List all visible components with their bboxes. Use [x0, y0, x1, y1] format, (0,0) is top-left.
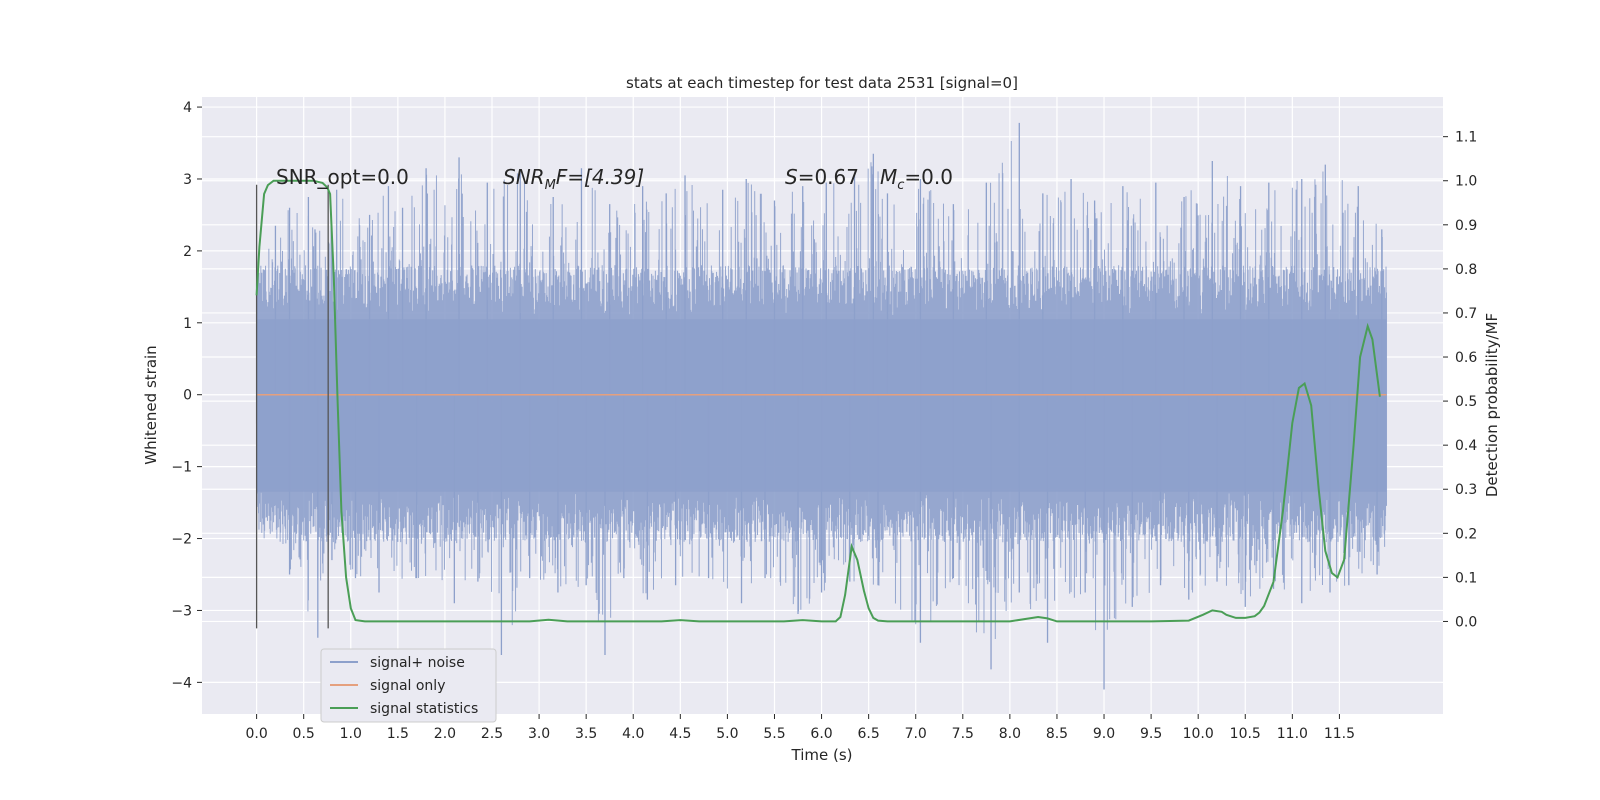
x-tick-label: 7.0 [905, 726, 927, 742]
legend-label-signal-noise: signal+ noise [370, 655, 465, 671]
x-tick-label: 4.0 [622, 726, 644, 742]
x-tick-label: 2.5 [481, 726, 503, 742]
y-tick-label: −3 [171, 603, 192, 619]
x-tick-label: 6.5 [858, 726, 880, 742]
x-tick-label: 11.5 [1324, 726, 1355, 742]
signal-statistics-line [255, 179, 1381, 623]
y-right-tick-label: 1.0 [1455, 174, 1477, 190]
x-tick-label: 10.0 [1183, 726, 1214, 742]
chart-title: stats at each timestep for test data 253… [626, 74, 1018, 92]
time-markers [255, 184, 329, 629]
x-tick-label: 10.5 [1230, 726, 1261, 742]
y-axis-label: Whitened strain [142, 345, 160, 464]
annotation-s-main: S [785, 165, 798, 189]
annotation-snr-mf-main: SNR [503, 165, 545, 189]
y-tick-label: −1 [171, 460, 192, 476]
y-right-tick-label: 0.6 [1455, 350, 1477, 366]
y-tick-label: 0 [183, 388, 192, 404]
x-axis-label: Time (s) [791, 746, 853, 764]
y-right-tick-label: 0.1 [1455, 570, 1477, 586]
annotation-snr-mf-sub: M [545, 178, 556, 193]
y-tick-label: 1 [183, 316, 192, 332]
legend: signal+ noise signal only signal statist… [320, 648, 497, 723]
annotation-snr-opt: SNR_opt=0.0 [276, 165, 409, 189]
y-tick-label: −4 [171, 675, 192, 691]
legend-label-signal-statistics: signal statistics [370, 701, 478, 717]
y-right-tick-label: 0.8 [1455, 262, 1477, 278]
y-right-tick-label: 0.2 [1455, 526, 1477, 542]
x-tick-label: 11.0 [1277, 726, 1308, 742]
y-right-tick-label: 0.0 [1455, 614, 1477, 630]
y-axis-ticks: 4 3 2 1 0 −1 −2 −3 −4 [171, 100, 202, 691]
y-right-tick-label: 0.3 [1455, 482, 1477, 498]
legend-box [320, 648, 497, 723]
x-tick-label: 9.0 [1093, 726, 1115, 742]
x-tick-label: 6.0 [810, 726, 832, 742]
x-axis-ticks: 0.0 0.5 1.0 1.5 2.0 2.5 3.0 3.5 4.0 4.5 5.0 5.5 6.0 6… [245, 714, 1355, 742]
x-tick-label: 1.0 [340, 726, 362, 742]
x-tick-label: 9.5 [1140, 726, 1162, 742]
x-tick-label: 0.5 [293, 726, 315, 742]
x-tick-label: 5.5 [763, 726, 785, 742]
annotation-mc-sub: c [897, 178, 904, 193]
legend-label-signal-only: signal only [370, 678, 445, 694]
series-signal-noise [255, 122, 1388, 690]
x-tick-label: 7.5 [952, 726, 974, 742]
y-tick-label: 2 [183, 244, 192, 260]
x-tick-label: 2.0 [434, 726, 456, 742]
annotation-mc: Mc=0.0 [880, 165, 953, 193]
x-tick-label: 3.0 [528, 726, 550, 742]
annotation-mc-rest: =0.0 [904, 165, 953, 189]
x-tick-label: 1.5 [387, 726, 409, 742]
annotation-mc-main: M [880, 165, 897, 189]
x-tick-label: 0.0 [245, 726, 267, 742]
series-signal-statistics [255, 179, 1381, 623]
annotation-snr-mf: SNRMF=[4.39] [503, 165, 644, 193]
y-tick-label: 3 [183, 172, 192, 188]
y-tick-label: −2 [171, 532, 192, 548]
annotation-s-rest: =0.67 [798, 165, 859, 189]
y-right-tick-label: 0.5 [1455, 394, 1477, 410]
x-tick-label: 8.5 [1046, 726, 1068, 742]
x-tick-label: 3.5 [575, 726, 597, 742]
y-right-tick-label: 0.7 [1455, 306, 1477, 322]
x-tick-label: 8.0 [999, 726, 1021, 742]
y-right-tick-label: 0.4 [1455, 438, 1477, 454]
y-right-axis-ticks: 1.1 1.0 0.9 0.8 0.7 0.6 0.5 0.4 0.3 0.2 0.1 0.0 [1443, 130, 1477, 630]
y-tick-label: 4 [183, 100, 192, 116]
x-tick-label: 4.5 [669, 726, 691, 742]
y-right-tick-label: 1.1 [1455, 130, 1477, 146]
x-tick-label: 5.0 [716, 726, 738, 742]
y-right-axis-label: Detection probability/MF [1483, 313, 1501, 497]
annotation-s: S=0.67 [785, 165, 859, 189]
annotation-snr-mf-rest: F=[4.39] [556, 165, 644, 189]
y-right-tick-label: 0.9 [1455, 218, 1477, 234]
